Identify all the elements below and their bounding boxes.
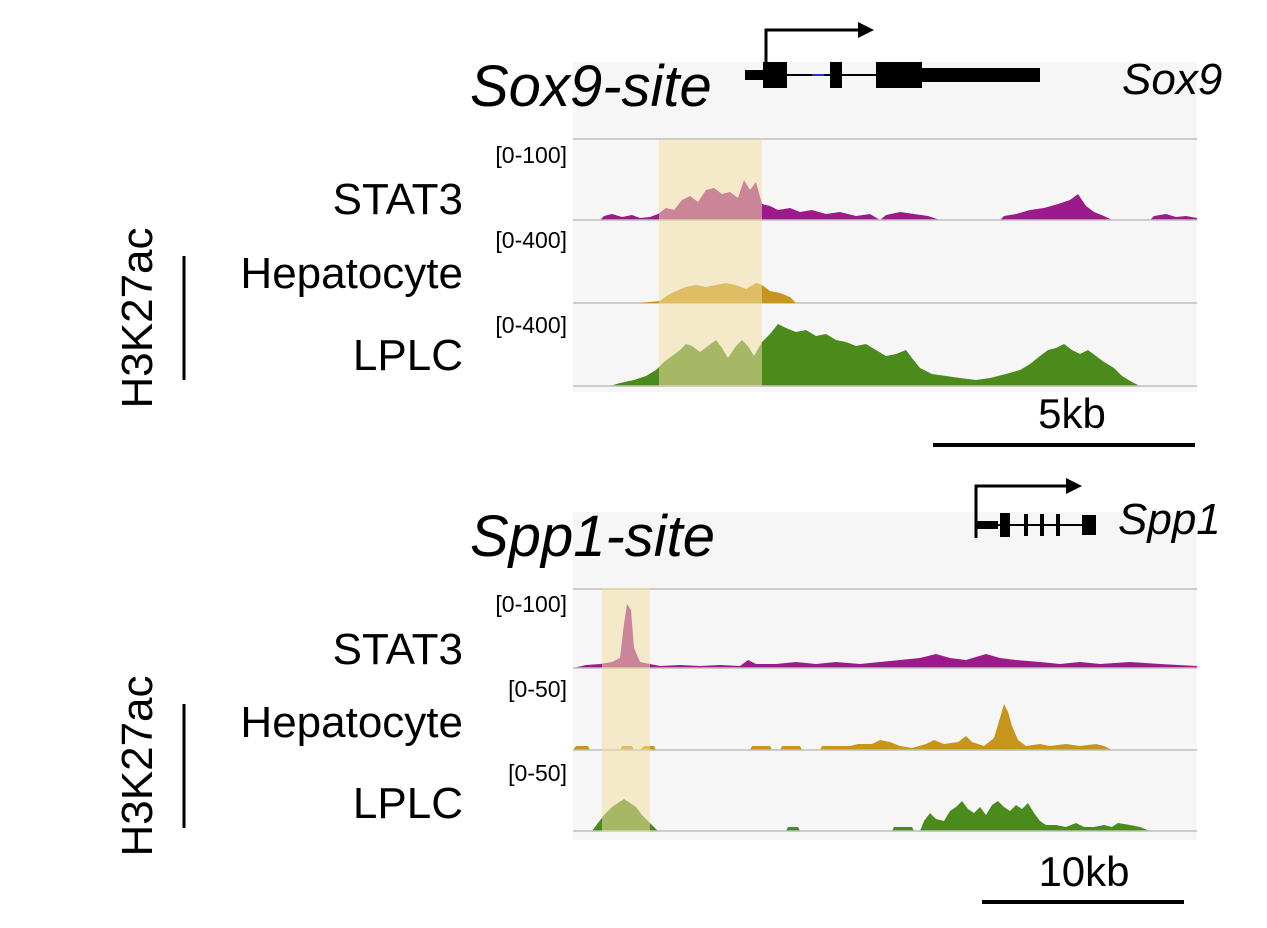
track-hepatocyte-signal: [573, 704, 1197, 751]
gene-exon: [922, 68, 1040, 82]
track-range: [0-400]: [495, 312, 567, 338]
gene-exon: [745, 70, 763, 80]
track-range: [0-50]: [508, 760, 567, 786]
signal-area: [573, 799, 1197, 831]
gene-exon: [830, 62, 842, 88]
panel-background: [573, 512, 1197, 840]
scale-label: 10kb: [1038, 848, 1129, 895]
gene-exon: [1024, 514, 1028, 536]
gene-exon: [976, 521, 998, 529]
track-label-lplc: LPLC: [353, 779, 463, 828]
track-range: [0-50]: [508, 676, 567, 702]
highlight-region: [659, 140, 762, 386]
track-range: [0-400]: [495, 227, 567, 253]
gene-exon: [1082, 515, 1096, 535]
gene-model-spp1: [974, 478, 1096, 538]
track-label-hepatocyte: Hepatocyte: [240, 249, 463, 298]
site-label: Sox9-site: [470, 54, 712, 119]
panel-sox9: Sox9-site Sox9 [0-100] [0-400] [0-400] S…: [113, 22, 1222, 447]
gene-exon: [876, 62, 922, 88]
highlight-region: [602, 588, 650, 832]
track-label-hepatocyte: Hepatocyte: [240, 698, 463, 747]
gene-label: Spp1: [1118, 495, 1221, 544]
gene-exon: [763, 62, 787, 88]
gene-exon: [1056, 514, 1060, 536]
scale-label: 5kb: [1038, 390, 1106, 437]
tss-arrow-icon: [974, 484, 1068, 538]
track-range: [0-100]: [495, 591, 567, 617]
track-label-stat3: STAT3: [333, 175, 463, 224]
track-range: [0-100]: [495, 142, 567, 168]
gene-exon: [1000, 513, 1010, 537]
track-label-lplc: LPLC: [353, 331, 463, 380]
track-label-stat3: STAT3: [333, 625, 463, 674]
group-label: H3K27ac: [113, 675, 162, 856]
gene-model-sox9: [745, 22, 1040, 88]
tss-arrow-head-icon: [858, 22, 874, 38]
group-label: H3K27ac: [113, 227, 162, 408]
gene-label: Sox9: [1122, 55, 1222, 104]
tss-arrow-head-icon: [1066, 478, 1082, 494]
site-label: Spp1-site: [470, 504, 715, 569]
tss-arrow-icon: [764, 28, 860, 62]
gene-exon: [1040, 514, 1044, 536]
track-lplc-signal: [573, 799, 1197, 832]
panel-spp1: Spp1-site Spp1 [0-100] [0-50] [0-50] STA…: [113, 478, 1221, 904]
